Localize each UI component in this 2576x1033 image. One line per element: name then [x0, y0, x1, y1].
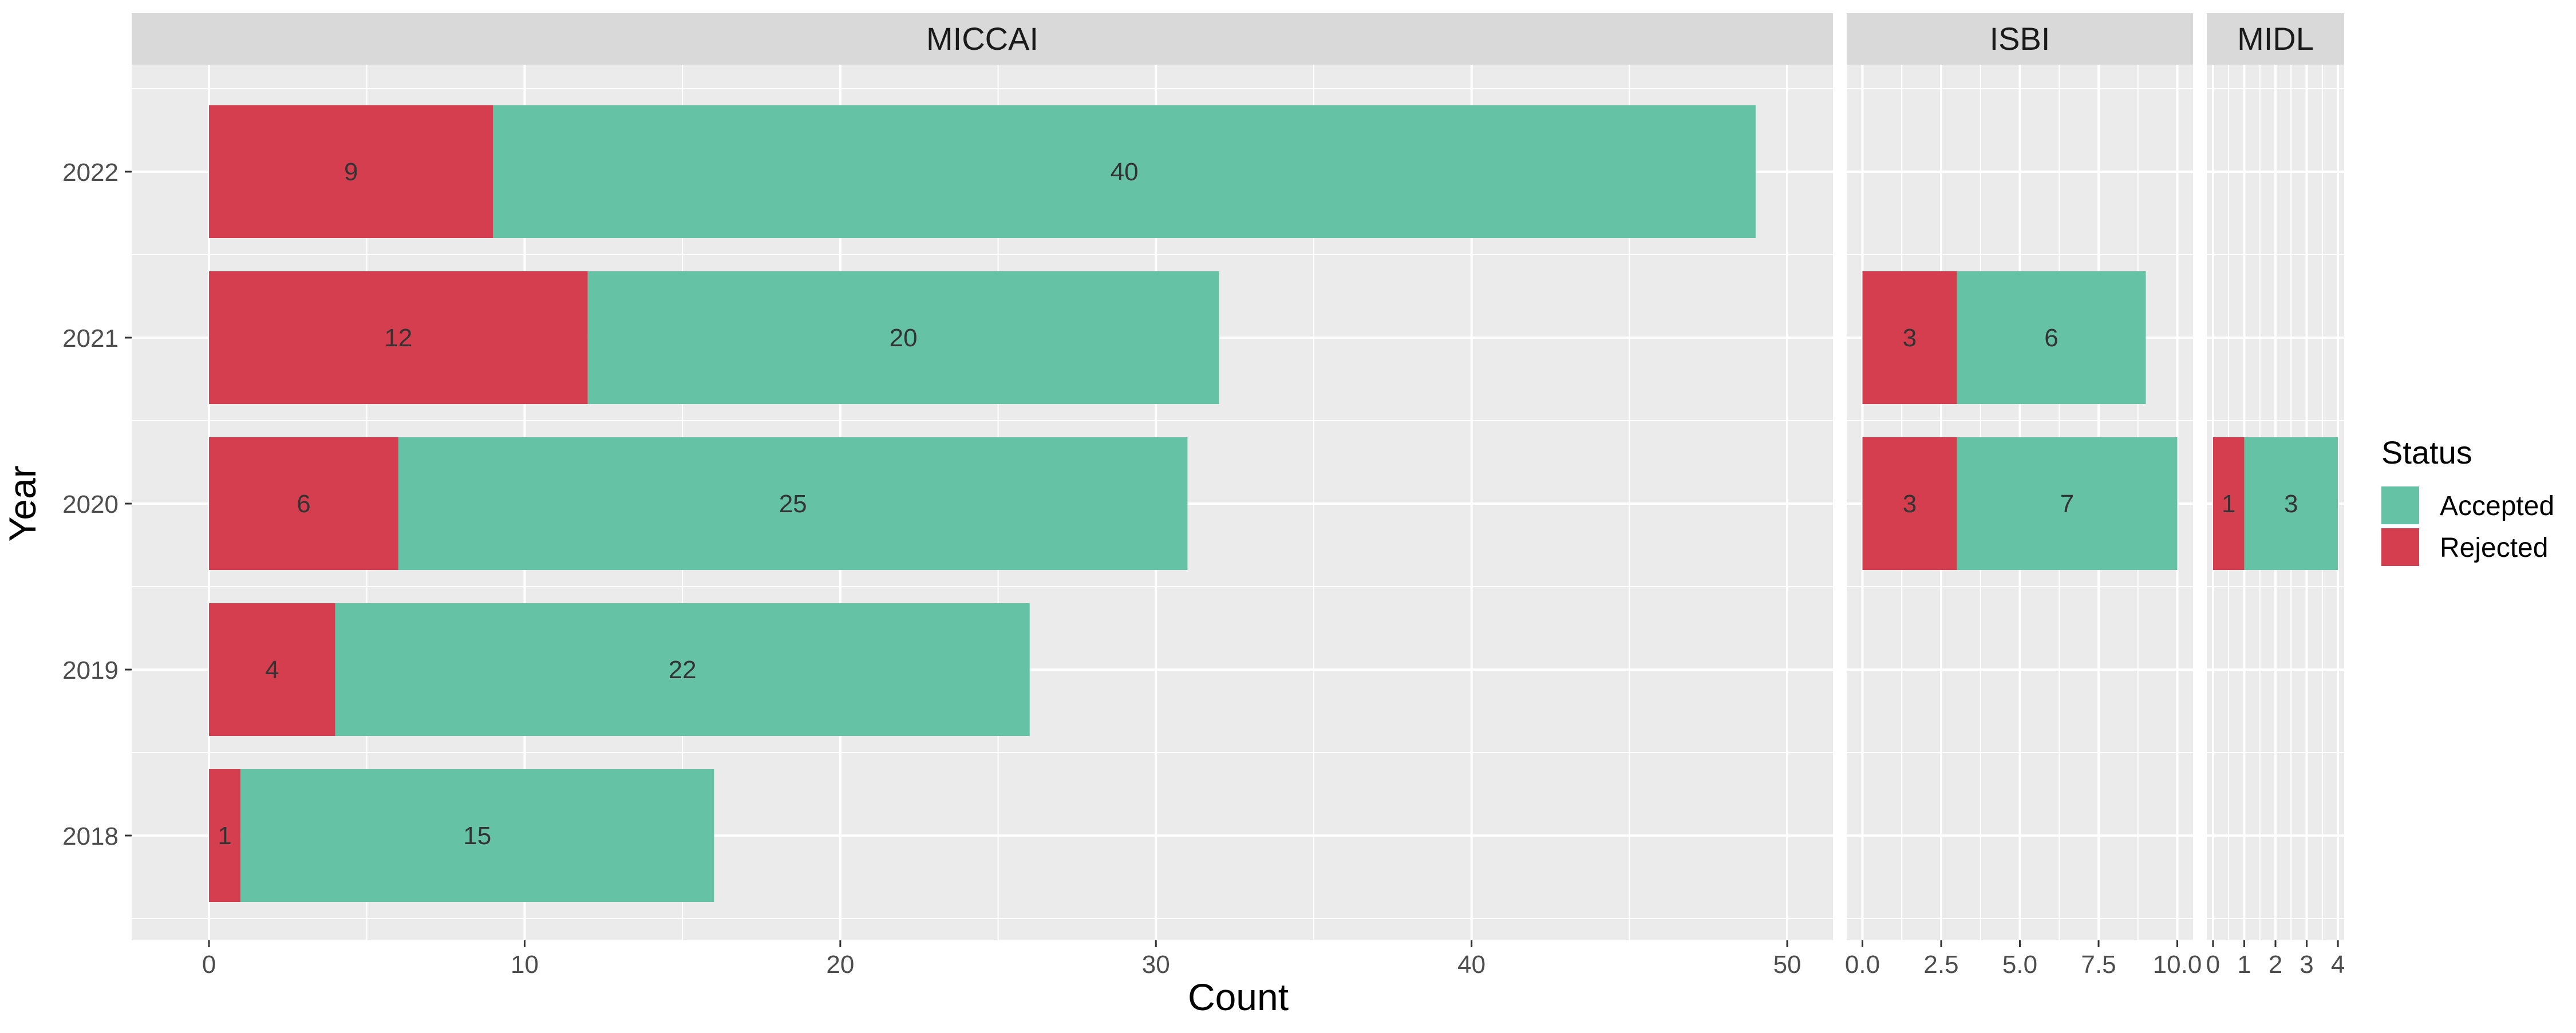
- bar-value-label: 9: [344, 158, 358, 186]
- bar-accepted-2020: [398, 437, 1188, 570]
- legend-key-rejected: [2381, 528, 2419, 566]
- bar-value-label: 1: [2222, 490, 2235, 518]
- bar-value-label: 3: [1903, 490, 1917, 518]
- x-tick-label: 30: [1142, 951, 1170, 979]
- x-tick-label: 50: [1773, 951, 1801, 979]
- bar-rejected-2019: [209, 603, 335, 736]
- x-tick-label: 4: [2331, 951, 2345, 979]
- bar-value-label: 40: [1111, 158, 1139, 186]
- y-tick-label: 2018: [62, 822, 118, 850]
- bar-accepted-2019: [335, 603, 1030, 736]
- x-tick-label: 0: [2206, 951, 2220, 979]
- x-tick-label: 2.5: [1923, 951, 1958, 979]
- bar-value-label: 3: [1903, 324, 1917, 352]
- bar-rejected-2020: [1862, 437, 1957, 570]
- legend-key-accepted: [2381, 486, 2419, 524]
- facet-strip-label: MICCAI: [926, 21, 1038, 57]
- x-tick-label: 40: [1457, 951, 1485, 979]
- bar-rejected-2018: [209, 769, 241, 902]
- bar-rejected-2020: [209, 437, 398, 570]
- bar-value-label: 25: [779, 490, 807, 518]
- x-tick-label: 20: [826, 951, 854, 979]
- facet-strip-label: ISBI: [1990, 21, 2050, 57]
- x-tick-label: 5.0: [2002, 951, 2037, 979]
- facet-strip-label: MIDL: [2237, 21, 2314, 57]
- bar-value-label: 6: [297, 490, 310, 518]
- bar-rejected-2021: [1862, 271, 1957, 404]
- x-tick-label: 7.5: [2081, 951, 2116, 979]
- bar-value-label: 15: [463, 822, 491, 850]
- bar-value-label: 6: [2044, 324, 2058, 352]
- panel-miccai: MICCAI 0 10 20 30 40 50 1 15 4 22 6 25 12 20 9 40: [132, 13, 1833, 979]
- legend-label-accepted: Accepted: [2440, 491, 2554, 521]
- x-axis-title: Count: [1188, 976, 1289, 1018]
- y-axis-title: Year: [1, 465, 44, 541]
- y-tick-label: 2021: [62, 324, 118, 353]
- x-tick-label: 10.0: [2153, 951, 2202, 979]
- facet-strip: [1847, 13, 2193, 65]
- bar-accepted-2022: [493, 105, 1756, 238]
- bar-value-label: 3: [2284, 490, 2298, 518]
- bar-value-label: 7: [2060, 490, 2074, 518]
- x-tick-label: 3: [2300, 951, 2313, 979]
- bar-accepted-2018: [240, 769, 714, 902]
- bar-accepted-2021: [1957, 271, 2146, 404]
- y-axis: 2018 2019 2020 2021 2022: [62, 159, 132, 850]
- bar-accepted-2020: [2244, 437, 2338, 570]
- panel-isbi: ISBI 0.0 2.5 5.0 7.5 10.0 3 7 3 6: [1845, 13, 2202, 979]
- bar-accepted-2020: [1957, 437, 2178, 570]
- x-tick-label: 0: [202, 951, 216, 979]
- x-tick-label: 2: [2269, 951, 2282, 979]
- bar-value-label: 1: [218, 822, 231, 850]
- y-tick-label: 2020: [62, 490, 118, 519]
- x-tick-label: 1: [2237, 951, 2251, 979]
- legend-title: Status: [2381, 434, 2472, 470]
- x-tick-label: 0.0: [1845, 951, 1880, 979]
- bar-accepted-2021: [587, 271, 1219, 404]
- bar-value-label: 20: [890, 324, 918, 352]
- y-tick-label: 2019: [62, 656, 118, 684]
- bar-value-label: 4: [265, 656, 279, 684]
- legend-label-rejected: Rejected: [2440, 533, 2548, 563]
- bar-value-label: 12: [384, 324, 412, 352]
- x-tick-label: 10: [511, 951, 539, 979]
- legend: Status Accepted Rejected: [2381, 434, 2554, 566]
- bar-rejected-2020: [2212, 437, 2245, 570]
- bar-rejected-2021: [209, 271, 588, 404]
- bar-rejected-2022: [209, 105, 493, 238]
- bar-value-label: 22: [669, 656, 697, 684]
- facet-strip: [2207, 13, 2344, 65]
- y-tick-label: 2022: [62, 159, 118, 187]
- facet-strip: [132, 13, 1833, 65]
